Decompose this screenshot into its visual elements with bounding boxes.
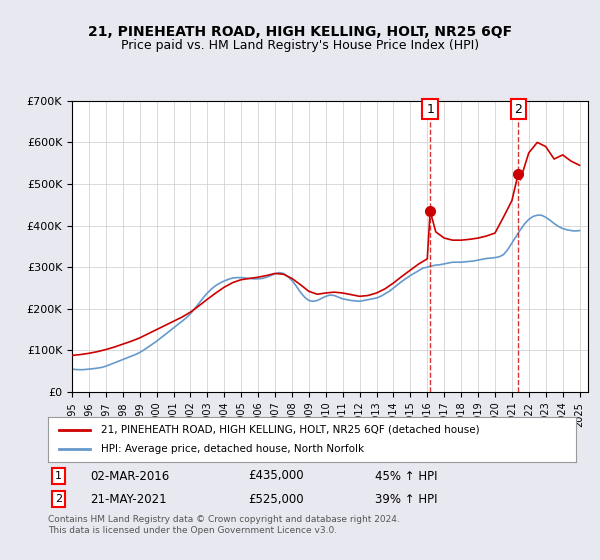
Text: 39% ↑ HPI: 39% ↑ HPI <box>376 493 438 506</box>
Text: 2: 2 <box>514 102 522 115</box>
Text: 21, PINEHEATH ROAD, HIGH KELLING, HOLT, NR25 6QF: 21, PINEHEATH ROAD, HIGH KELLING, HOLT, … <box>88 25 512 39</box>
Text: 21-MAY-2021: 21-MAY-2021 <box>90 493 167 506</box>
Text: HPI: Average price, detached house, North Norfolk: HPI: Average price, detached house, Nort… <box>101 445 364 455</box>
Text: Contains HM Land Registry data © Crown copyright and database right 2024.
This d: Contains HM Land Registry data © Crown c… <box>48 515 400 535</box>
Text: 02-MAR-2016: 02-MAR-2016 <box>90 469 169 483</box>
Text: 2: 2 <box>55 494 62 504</box>
Text: 1: 1 <box>55 471 62 481</box>
Text: Price paid vs. HM Land Registry's House Price Index (HPI): Price paid vs. HM Land Registry's House … <box>121 39 479 52</box>
Text: £435,000: £435,000 <box>248 469 304 483</box>
Text: 21, PINEHEATH ROAD, HIGH KELLING, HOLT, NR25 6QF (detached house): 21, PINEHEATH ROAD, HIGH KELLING, HOLT, … <box>101 424 479 435</box>
Text: £525,000: £525,000 <box>248 493 304 506</box>
Text: 1: 1 <box>426 102 434 115</box>
Text: 45% ↑ HPI: 45% ↑ HPI <box>376 469 438 483</box>
